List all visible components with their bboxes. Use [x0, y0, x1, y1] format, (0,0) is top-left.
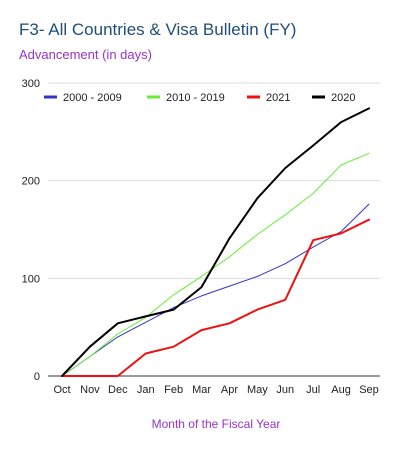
- x-tick-label: Jun: [276, 384, 294, 396]
- chart-subtitle: Advancement (in days): [19, 47, 152, 62]
- x-tick-label: Feb: [164, 384, 183, 396]
- series-lines: [61, 107, 370, 377]
- x-tick-label: Dec: [108, 384, 128, 396]
- series-line: [61, 218, 370, 377]
- series-line: [61, 203, 370, 377]
- series-line: [61, 107, 370, 377]
- x-tick-label: Nov: [80, 384, 100, 396]
- x-axis-title: Month of the Fiscal Year: [152, 417, 281, 431]
- x-tick-label: Apr: [221, 384, 238, 396]
- legend: 2000 - 2009 2010 - 2019 2021 2020: [44, 92, 355, 104]
- legend-label: 2020: [331, 92, 355, 104]
- legend-label: 2021: [266, 92, 290, 104]
- y-tick-label: 0: [34, 371, 40, 383]
- legend-label: 2010 - 2019: [166, 92, 225, 104]
- x-tick-label: Oct: [53, 384, 70, 396]
- series-line: [61, 152, 370, 377]
- x-tick-label: Sep: [359, 384, 379, 396]
- x-tick-label: Jan: [137, 384, 155, 396]
- y-tick-label: 100: [22, 273, 40, 285]
- x-tick-label: Mar: [192, 384, 211, 396]
- legend-label: 2000 - 2009: [63, 92, 122, 104]
- x-tick-label: Jul: [306, 384, 320, 396]
- x-tick-label: May: [247, 384, 268, 396]
- x-tick-label: Aug: [331, 384, 351, 396]
- gridlines: [48, 82, 380, 279]
- axes: 0 100 200 300 Oct Nov Dec Jan Feb Mar Apr May Jun Jul…: [22, 78, 380, 396]
- y-tick-label: 200: [22, 176, 40, 188]
- y-tick-label: 300: [22, 78, 40, 90]
- chart-title: F3- All Countries & Visa Bulletin (FY): [19, 20, 297, 39]
